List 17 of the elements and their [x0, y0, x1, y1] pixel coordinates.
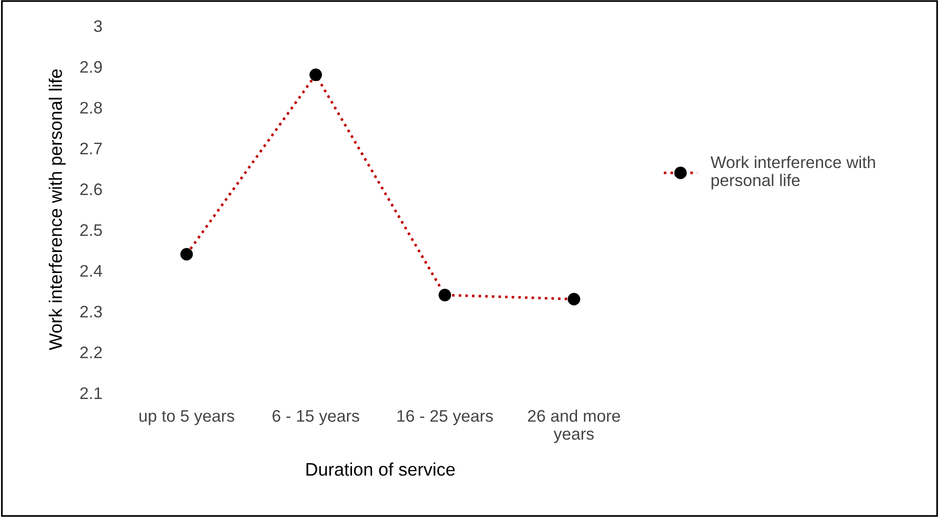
x-tick-label: 16 - 25 years [397, 410, 493, 426]
legend-label: Work interference with personal life [710, 156, 875, 190]
y-tick-label: 2.8 [80, 102, 102, 114]
y-axis-title: Work interference with personal life [48, 69, 66, 350]
x-tick-label: up to 5 years [140, 410, 234, 426]
y-tick-label: 2.1 [80, 387, 102, 399]
y-tick-label: 2.6 [80, 183, 102, 196]
y-tick-label: 3 [94, 20, 102, 32]
y-tick-label: 2.5 [80, 224, 102, 236]
y-tick-label: 2.9 [80, 61, 102, 73]
x-axis-title: Duration of service [306, 462, 455, 476]
x-tick-label: 6 - 15 years [272, 410, 360, 426]
x-tick-label: 26 and more years [528, 410, 620, 444]
y-tick-label: 2.4 [80, 264, 102, 277]
y-tick-label: 2.2 [80, 346, 102, 358]
y-tick-label: 2.7 [80, 142, 102, 154]
y-tick-label: 2.3 [80, 306, 102, 318]
